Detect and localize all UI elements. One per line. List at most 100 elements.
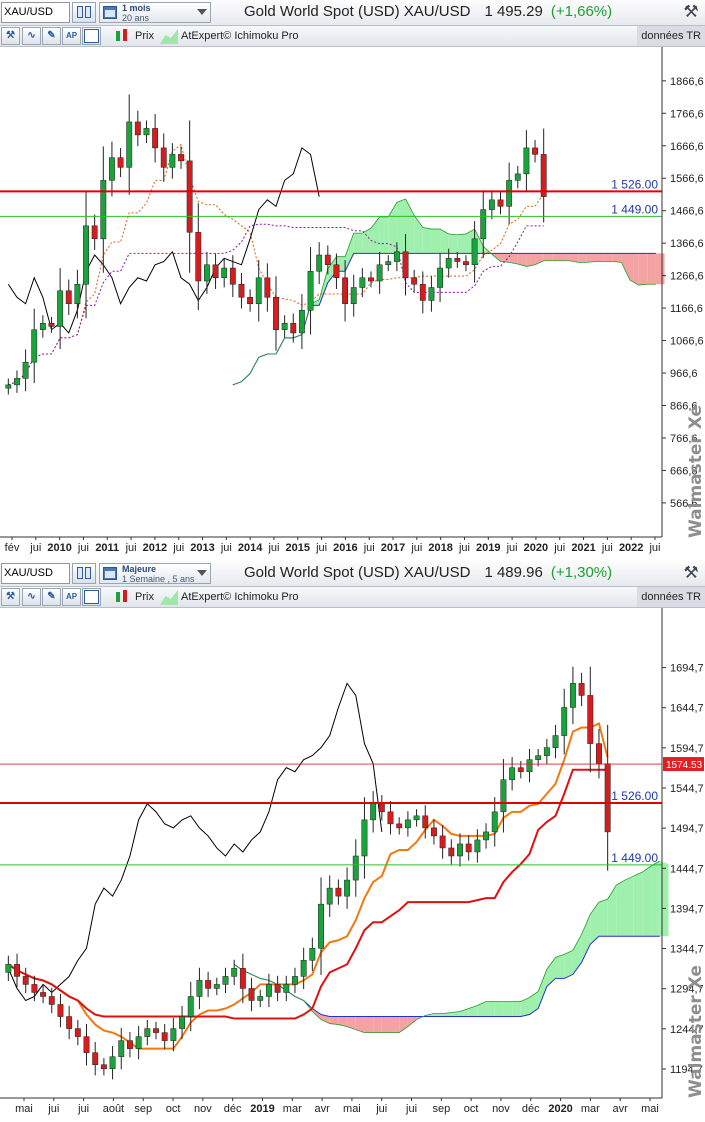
- candlestick-icon[interactable]: [113, 590, 131, 604]
- draw-button[interactable]: ✎: [42, 27, 61, 45]
- candle-bear: [264, 277, 271, 298]
- ichimoku-cloud: [546, 957, 556, 987]
- ichimoku-cloud: [569, 253, 579, 263]
- ichimoku-cloud: [564, 950, 573, 979]
- indicator-label[interactable]: AtExpert© Ichimoku Pro: [181, 591, 299, 603]
- symbol-input[interactable]: XAU/USD: [1, 2, 70, 23]
- y-tick-label: 1494,7: [670, 823, 704, 835]
- tools-icon[interactable]: ⚒: [683, 563, 699, 582]
- ichimoku-cloud: [538, 969, 547, 1009]
- period-selector[interactable]: Majeure 1 Semaine , 5 ans: [99, 563, 211, 584]
- window-button[interactable]: [82, 27, 101, 45]
- y-tick-label: 866,6: [670, 400, 698, 412]
- draw-button[interactable]: ✎: [42, 588, 61, 606]
- price-chart[interactable]: 1 526.00 1 449.00 1866,6 1766,6 1666,6 1566,6…: [0, 47, 705, 561]
- candle-bear: [22, 976, 29, 985]
- candle-bull: [437, 267, 443, 288]
- y-tick-label: 1194,7: [670, 1064, 703, 1076]
- y-tick-label: 1766,6: [670, 108, 704, 120]
- ichimoku-icon[interactable]: [160, 29, 178, 44]
- ichimoku-cloud: [347, 1016, 356, 1030]
- price-chart[interactable]: 1574.53 1 526.00 1 449.00 1694,7 1644,7 1594,…: [0, 608, 705, 1122]
- book-icon[interactable]: [72, 563, 96, 584]
- period-selector[interactable]: 1 mois 20 ans: [99, 2, 211, 23]
- indicators-button[interactable]: ∿: [22, 27, 41, 45]
- candle-bull: [100, 180, 107, 240]
- alerts-button[interactable]: AP: [62, 27, 81, 45]
- ichimoku-icon[interactable]: [160, 590, 178, 605]
- candle-bear: [247, 296, 254, 304]
- candle-bull: [265, 984, 272, 997]
- candle-bear: [195, 232, 202, 282]
- book-icon[interactable]: [72, 2, 96, 23]
- candle-bear: [161, 1032, 168, 1041]
- candle-bull: [203, 264, 210, 282]
- candle-bear: [134, 121, 141, 136]
- x-tick-label: 2015: [286, 542, 310, 554]
- x-tick-label: 2022: [619, 542, 643, 554]
- quote-change: (+1,30%): [550, 564, 613, 581]
- chevron-down-icon: [197, 9, 207, 15]
- watermark: Walmaster Xe: [686, 965, 705, 1098]
- candle-bear: [205, 980, 212, 989]
- chart-panel-weekly: XAU/USD Majeure 1 Semaine , 5 ans Gold W…: [0, 561, 705, 1122]
- x-tick-label: jui: [506, 542, 518, 554]
- candle-bear: [497, 199, 504, 207]
- chart-titlebar: XAU/USD 1 mois 20 ans Gold World Spot (U…: [0, 0, 705, 26]
- candle-bear: [402, 251, 409, 279]
- ichimoku-cloud: [572, 934, 582, 975]
- tools-button[interactable]: ⚒: [1, 27, 20, 45]
- ichimoku-cloud: [630, 253, 639, 286]
- indicators-button[interactable]: ∿: [22, 588, 41, 606]
- alerts-button[interactable]: AP: [62, 588, 81, 606]
- candle-bear: [14, 964, 20, 977]
- y-tick-label: 1066,6: [670, 336, 704, 348]
- candle-bear: [431, 827, 437, 837]
- ichimoku-cloud: [512, 1001, 521, 1017]
- ichimoku-cloud: [604, 253, 613, 262]
- plot-background: [0, 47, 705, 561]
- y-tick-label: 1244,7: [670, 1024, 704, 1036]
- candle-bull: [445, 258, 452, 269]
- y-tick-label: 1866,6: [670, 76, 704, 88]
- candle-bear: [212, 264, 219, 279]
- candle-bear: [578, 683, 585, 696]
- ichimoku-cloud: [477, 1001, 487, 1017]
- x-tick-label: déc: [522, 1103, 540, 1115]
- candle-bull: [213, 984, 220, 989]
- y-tick-label: 1344,7: [670, 944, 704, 956]
- x-tick-label: 2011: [95, 542, 119, 554]
- candle-bull: [506, 180, 513, 207]
- tools-button[interactable]: ⚒: [1, 588, 20, 606]
- ichimoku-cloud: [535, 253, 544, 265]
- wrench-icon: ⚒: [6, 591, 15, 602]
- price-series-label[interactable]: Prix: [135, 591, 154, 603]
- window-button[interactable]: [82, 588, 101, 606]
- candle-bear: [127, 1040, 133, 1049]
- x-tick-label: jui: [29, 542, 41, 554]
- candle-bull: [457, 843, 463, 857]
- candle-bull: [350, 287, 357, 304]
- candle-bull: [480, 209, 487, 240]
- ichimoku-cloud: [494, 1001, 504, 1017]
- alert-icon: AP: [65, 592, 78, 601]
- x-tick-label: sep: [432, 1103, 450, 1115]
- tenkan-sen: [7, 722, 609, 1050]
- ichimoku-cloud: [329, 1016, 339, 1025]
- candle-bull: [552, 735, 559, 748]
- y-tick-label: 1694,7: [670, 663, 704, 675]
- candlestick-icon[interactable]: [113, 29, 131, 43]
- candle-bull: [31, 329, 38, 363]
- price-series-label[interactable]: Prix: [135, 30, 154, 42]
- window-icon: [84, 29, 99, 43]
- symbol-input[interactable]: XAU/USD: [1, 563, 70, 584]
- candle-bull: [526, 759, 533, 772]
- ichimoku-cloud: [503, 1001, 513, 1017]
- pencil-icon: ✎: [47, 30, 56, 41]
- indicator-label[interactable]: AtExpert© Ichimoku Pro: [181, 30, 299, 42]
- x-tick-label: fév: [5, 542, 20, 554]
- x-tick-label: jui: [77, 1103, 89, 1115]
- chevron-down-icon: [197, 570, 207, 576]
- tools-icon[interactable]: ⚒: [683, 2, 699, 21]
- x-tick-label: 2020: [548, 1103, 572, 1115]
